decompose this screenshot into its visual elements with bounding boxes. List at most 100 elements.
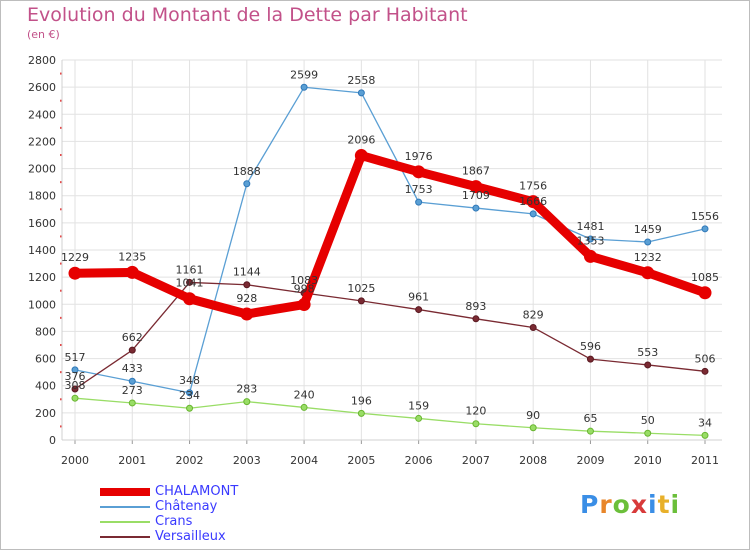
data-label-crans: 120 xyxy=(465,405,486,418)
data-point-chatenay[interactable] xyxy=(186,389,194,397)
data-label-versailleux: 662 xyxy=(122,331,143,344)
data-point-crans[interactable] xyxy=(701,431,709,439)
data-point-chalamont[interactable] xyxy=(698,286,712,300)
data-point-chatenay[interactable] xyxy=(415,198,423,206)
data-label-versailleux: 893 xyxy=(465,300,486,313)
minor-tick xyxy=(60,371,62,374)
series-chatenay xyxy=(71,83,709,397)
data-point-versailleux[interactable] xyxy=(586,355,594,363)
minor-tick xyxy=(60,398,62,401)
data-point-crans[interactable] xyxy=(529,424,537,432)
data-label-chalamont: 1756 xyxy=(519,180,547,193)
x-tick-label: 2002 xyxy=(176,454,204,467)
data-point-versailleux[interactable] xyxy=(128,346,136,354)
x-tick-label: 2005 xyxy=(347,454,375,467)
data-label-chalamont: 1353 xyxy=(576,234,604,247)
logo-letter: i xyxy=(670,490,681,519)
data-label-chatenay: 1888 xyxy=(233,165,261,178)
minor-tick xyxy=(60,208,62,211)
data-point-chalamont[interactable] xyxy=(125,265,139,279)
legend-item-chatenay[interactable]: Châtenay xyxy=(100,499,360,514)
legend-label: Versailleux xyxy=(155,529,226,544)
data-point-versailleux[interactable] xyxy=(71,385,79,393)
minor-tick xyxy=(60,344,62,346)
data-point-chalamont[interactable] xyxy=(297,298,311,312)
y-tick-label: 1400 xyxy=(28,244,56,257)
data-labels: 517 433 348 1888 2599 2558 1753 1709 1666 1481 145… xyxy=(61,68,719,429)
series-line-chatenay xyxy=(74,86,706,394)
data-point-versailleux[interactable] xyxy=(186,278,194,286)
legend: CHALAMONT Châtenay Crans Versailleux xyxy=(100,484,360,544)
chart-title: Evolution du Montant de la Dette par Hab… xyxy=(27,4,468,26)
data-point-chalamont[interactable] xyxy=(183,292,197,306)
data-point-chalamont[interactable] xyxy=(354,149,368,163)
data-point-crans[interactable] xyxy=(644,429,652,437)
data-label-crans: 308 xyxy=(65,379,86,392)
logo-letter: o xyxy=(612,490,631,519)
y-tick-label: 200 xyxy=(35,407,56,420)
data-point-versailleux[interactable] xyxy=(644,361,652,369)
data-point-chalamont[interactable] xyxy=(240,307,254,321)
data-point-chatenay[interactable] xyxy=(586,235,594,243)
data-point-crans[interactable] xyxy=(472,420,480,428)
logo-letter: x xyxy=(630,490,648,519)
y-tick-label: 2400 xyxy=(28,108,56,121)
data-point-chatenay[interactable] xyxy=(71,366,79,374)
data-point-chatenay[interactable] xyxy=(128,377,136,385)
data-point-crans[interactable] xyxy=(357,409,365,417)
data-point-versailleux[interactable] xyxy=(243,281,251,289)
data-label-chatenay: 2599 xyxy=(290,68,318,81)
data-label-crans: 273 xyxy=(122,384,143,397)
data-point-chalamont[interactable] xyxy=(583,249,597,263)
data-point-crans[interactable] xyxy=(71,394,79,402)
data-label-chalamont: 2096 xyxy=(347,134,375,147)
logo-letter: P xyxy=(580,490,600,519)
data-label-chatenay: 517 xyxy=(65,351,86,364)
legend-item-chalamont[interactable]: CHALAMONT xyxy=(100,484,360,499)
data-point-chatenay[interactable] xyxy=(529,210,537,218)
y-tick-label: 1000 xyxy=(28,298,56,311)
data-label-versailleux: 1083 xyxy=(290,274,318,287)
data-point-crans[interactable] xyxy=(186,404,194,412)
x-tick-label: 2004 xyxy=(290,454,318,467)
data-label-chatenay: 1481 xyxy=(576,220,604,233)
minor-tick xyxy=(60,154,62,156)
data-point-chatenay[interactable] xyxy=(357,89,365,97)
data-point-chatenay[interactable] xyxy=(701,225,709,233)
data-point-chatenay[interactable] xyxy=(472,204,480,212)
data-point-chatenay[interactable] xyxy=(300,83,308,91)
data-point-versailleux[interactable] xyxy=(415,306,423,314)
data-point-crans[interactable] xyxy=(586,427,594,435)
data-point-chatenay[interactable] xyxy=(644,238,652,246)
data-label-crans: 65 xyxy=(583,412,597,425)
legend-item-crans[interactable]: Crans xyxy=(100,514,360,529)
legend-swatch xyxy=(100,506,150,508)
proxiti-logo: Proxiti xyxy=(580,490,680,519)
data-point-crans[interactable] xyxy=(243,398,251,406)
data-label-versailleux: 1161 xyxy=(176,263,204,276)
data-label-chatenay: 1556 xyxy=(691,210,719,223)
data-point-chalamont[interactable] xyxy=(68,266,82,280)
data-point-crans[interactable] xyxy=(300,403,308,411)
data-label-chatenay: 1459 xyxy=(634,223,662,236)
data-point-chalamont[interactable] xyxy=(412,165,426,179)
legend-item-versailleux[interactable]: Versailleux xyxy=(100,529,360,544)
x-tick-label: 2010 xyxy=(634,454,662,467)
data-point-chalamont[interactable] xyxy=(526,195,540,209)
data-point-versailleux[interactable] xyxy=(529,323,537,331)
data-point-chalamont[interactable] xyxy=(469,180,483,194)
legend-label: CHALAMONT xyxy=(155,484,239,499)
legend-label: Crans xyxy=(155,514,193,529)
data-point-crans[interactable] xyxy=(128,399,136,407)
data-point-versailleux[interactable] xyxy=(701,367,709,375)
data-point-versailleux[interactable] xyxy=(357,297,365,305)
data-point-chalamont[interactable] xyxy=(641,266,655,280)
data-label-crans: 234 xyxy=(179,389,200,402)
data-point-versailleux[interactable] xyxy=(472,315,480,323)
data-point-chatenay[interactable] xyxy=(243,180,251,188)
data-point-crans[interactable] xyxy=(415,414,423,422)
data-label-crans: 159 xyxy=(408,399,429,412)
legend-swatch xyxy=(100,488,150,496)
y-tick-label: 2000 xyxy=(28,163,56,176)
